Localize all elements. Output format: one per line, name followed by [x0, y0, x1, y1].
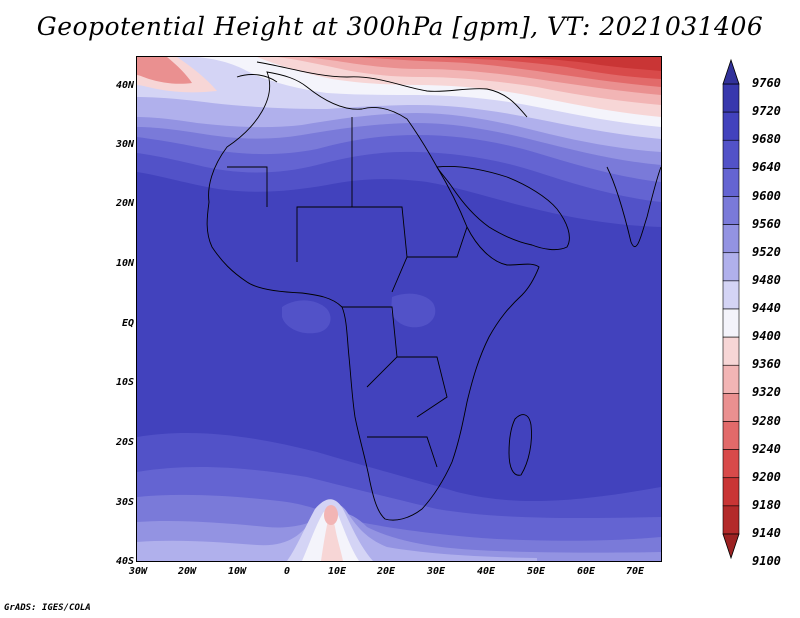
contour-9360-south [321, 519, 343, 561]
colorbar-label: 9360 [752, 357, 781, 372]
india-coastline [606, 166, 661, 247]
iberia-coastline [236, 74, 278, 83]
colorbar-label: 9720 [752, 104, 781, 119]
lat-label: 20N [115, 198, 134, 209]
contour-9320-south [324, 505, 338, 525]
colorbar-label: 9240 [752, 441, 781, 456]
colorbar-label: 9760 [752, 76, 781, 90]
plot-title: Geopotential Height at 300hPa [gpm], VT:… [36, 12, 764, 41]
colorbar-segment [722, 111, 740, 141]
lon-label: 30E [426, 566, 446, 577]
colorbar-label: 9640 [752, 160, 781, 175]
lon-label: 20W [177, 566, 197, 577]
colorbar-label: 9600 [752, 188, 781, 203]
colorbar-label: 9200 [752, 469, 781, 484]
madagascar-coastline [508, 414, 532, 476]
colorbar-segment [722, 139, 740, 169]
lon-label: 70E [625, 566, 645, 577]
credit-text: GrADS: IGES/COLA [4, 603, 91, 613]
geopotential-field [137, 57, 661, 561]
colorbar-segment [722, 336, 740, 366]
border-5 [397, 356, 448, 418]
lat-label: 20S [115, 437, 134, 448]
border-6 [227, 166, 268, 207]
colorbar-label: 9100 [752, 554, 781, 569]
lat-label: 40N [115, 80, 134, 91]
lon-label: 60E [576, 566, 596, 577]
colorbar-segments [722, 83, 740, 535]
colorbar-label: 9320 [752, 385, 781, 400]
lat-label: 40S [115, 556, 134, 567]
lon-label: 10E [327, 566, 347, 577]
lon-label: 50E [526, 566, 546, 577]
europe-coastline [256, 61, 528, 118]
colorbar-label: 9280 [752, 413, 781, 428]
colorbar-segment [722, 393, 740, 422]
lon-label: 10W [227, 566, 247, 577]
lat-label: 10S [115, 377, 134, 388]
colorbar-segment [722, 421, 740, 450]
colorbar-label: 9440 [752, 301, 781, 315]
lon-label: 40E [476, 566, 496, 577]
lat-label: EQ [121, 318, 134, 329]
coastlines [206, 61, 661, 521]
lat-label: 30N [115, 139, 134, 150]
contour-9280-northwest [137, 57, 192, 84]
contour-9640-central [282, 300, 331, 334]
colorbar-bottom-arrow [722, 533, 740, 560]
lon-label: 20E [376, 566, 396, 577]
lon-label: 30W [128, 566, 148, 577]
border-4 [342, 306, 398, 388]
colorbar-label: 9140 [752, 526, 781, 540]
colorbar-segment [722, 252, 740, 282]
colorbar-segment [722, 505, 740, 535]
colorbar-segment [722, 364, 740, 394]
colorbar-label: 9180 [752, 497, 781, 512]
colorbar-segment [722, 449, 740, 479]
colorbar-segment [722, 280, 740, 310]
arabia-coastline [436, 166, 570, 251]
lon-label: 0 [283, 566, 291, 577]
border-2 [352, 206, 408, 293]
colorbar-segment [722, 308, 740, 338]
colorbar-label: 9400 [752, 329, 781, 344]
colorbar-label: 9520 [752, 244, 781, 259]
border-7 [367, 436, 438, 468]
lat-label: 30S [115, 497, 134, 508]
map-panel [136, 56, 662, 562]
colorbar-segment [722, 196, 740, 225]
colorbar-segment [722, 224, 740, 254]
contour-9180-north [517, 57, 661, 71]
colorbar-segment [722, 168, 740, 197]
colorbar [722, 58, 740, 560]
border-1 [296, 117, 353, 262]
border-3 [407, 226, 468, 258]
colorbar-segment [722, 83, 740, 113]
contour-9640-east [391, 293, 436, 328]
lat-label: 10N [115, 258, 134, 269]
colorbar-label: 9480 [752, 272, 781, 287]
colorbar-top-arrow [722, 58, 740, 85]
colorbar-segment [722, 477, 740, 507]
colorbar-label: 9680 [752, 132, 781, 147]
colorbar-label: 9560 [752, 216, 781, 231]
